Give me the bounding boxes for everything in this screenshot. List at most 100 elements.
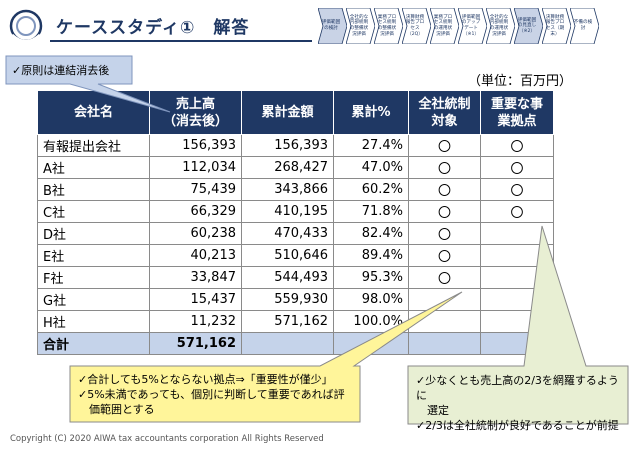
process-step-4: 決算財務報告プロセス（2Q） (402, 8, 431, 44)
cell-cum-pct: 95.3% (333, 266, 409, 289)
company-logo (9, 9, 43, 43)
cell-sales: 112,034 (149, 156, 242, 179)
cell-cum-pct: 27.4% (333, 134, 409, 157)
cell-company: E社 (37, 244, 150, 267)
process-step-label: 業務プロセス統制の整備状況評価 (377, 14, 397, 37)
cell-company: B社 (37, 178, 150, 201)
cell-key-location: 〇 (480, 134, 554, 157)
unit-label: （単位：百万円） (468, 74, 573, 89)
cell-entity-control: 〇 (408, 156, 481, 179)
table-row: D社 60,238 470,433 82.4% 〇 (37, 222, 554, 245)
cell-company: F社 (37, 266, 150, 289)
title-underline (50, 40, 312, 42)
process-step-label: 決算財務報告プロセス（期末） (545, 14, 565, 37)
process-step-3: 業務プロセス統制の整備状況評価 (374, 8, 403, 44)
cell-entity-control: 〇 (408, 244, 481, 267)
cell-entity-control (408, 288, 481, 311)
process-step-2: 全社的な内部統制の整備状況評価 (346, 8, 375, 44)
process-step-label: 全社的な内部統制の運用状況評価 (489, 14, 509, 37)
cell-cumulative: 156,393 (241, 134, 334, 157)
process-step-chevron (570, 8, 599, 44)
cell-company: C社 (37, 200, 150, 223)
cell-cumulative: 470,433 (241, 222, 334, 245)
cell-sales: 40,213 (149, 244, 242, 267)
process-step-chevron (514, 8, 543, 44)
process-step-chevron (458, 8, 487, 44)
process-step-5: 業務プロセス統制の運用状況評価 (430, 8, 459, 44)
table-row: E社 40,213 510,646 89.4% 〇 (37, 244, 554, 267)
process-step-label: 不備の検討 (573, 20, 593, 31)
cell-company: A社 (37, 156, 150, 179)
cell-entity-control (408, 310, 481, 333)
process-step-chevron (346, 8, 375, 44)
callout-bottom-right-text: ✓少なくとも売上高の2/3を網羅するように 選定 ✓2/3は全社統制が良好である… (416, 374, 619, 432)
cell-entity-control: 〇 (408, 222, 481, 245)
cell-cumulative: 510,646 (241, 244, 334, 267)
cell-cum-pct: － (333, 332, 409, 355)
process-step-10: 不備の検討 (570, 8, 599, 44)
callout-top-text: ✓原則は連結消去後 (12, 64, 110, 77)
process-step-label: 決算財務報告プロセス（2Q） (405, 14, 425, 37)
col-header-cum-pct: 累計% (333, 90, 409, 135)
cell-sales: 33,847 (149, 266, 242, 289)
table-row: H社 11,232 571,162 100.0% (37, 310, 554, 333)
callout-bottom-left-text: ✓合計しても5%とならない拠点⇒「重要性が僅少」 ✓5%未満であっても、個別に判… (78, 373, 345, 416)
cell-cumulative: 559,930 (241, 288, 334, 311)
process-step-label: 全社的な内部統制の整備状況評価 (349, 14, 369, 37)
cell-sales: 66,329 (149, 200, 242, 223)
col-header-entity-control: 全社統制 対象 (408, 90, 481, 135)
cell-company: 合計 (37, 332, 150, 355)
col-header-company: 会社名 (37, 90, 150, 135)
cell-company: G社 (37, 288, 150, 311)
table-row: A社 112,034 268,427 47.0% 〇〇 (37, 156, 554, 179)
process-step-chevron (430, 8, 459, 44)
process-step-label: 評価範囲の検討 (321, 20, 341, 31)
cell-cum-pct: 60.2% (333, 178, 409, 201)
process-steps: 評価範囲の検討 全社的な内部統制の整備状況評価 業務プロセス統制の整備状況評価 決算財… (318, 8, 634, 44)
cell-cumulative: 571,162 (241, 310, 334, 333)
col-header-sales: 売上高 （消去後） (149, 90, 242, 135)
process-step-7: 全社的な内部統制の運用状況評価 (486, 8, 515, 44)
process-step-6: 評価範囲のアップデート（※1） (458, 8, 487, 44)
cell-sales: 11,232 (149, 310, 242, 333)
table-row: 有報提出会社 156,393 156,393 27.4% 〇〇 (37, 134, 554, 157)
cell-cum-pct: 47.0% (333, 156, 409, 179)
cell-cumulative: 410,195 (241, 200, 334, 223)
process-step-9: 決算財務報告プロセス（期末） (542, 8, 571, 44)
process-step-1: 評価範囲の検討 (318, 8, 347, 44)
cell-key-location: 〇 (480, 178, 554, 201)
cell-key-location: 〇 (480, 200, 554, 223)
sales-coverage-table: 会社名 売上高 （消去後） 累計金額 累計% 全社統制 対象 重要な事 業拠点 有報提… (37, 90, 554, 355)
copyright-footer: Copyright (C) 2020 AIWA tax accountants … (10, 434, 324, 444)
process-step-chevron (318, 8, 347, 44)
cell-cum-pct: 98.0% (333, 288, 409, 311)
table-row: G社 15,437 559,930 98.0% (37, 288, 554, 311)
process-step-label: 業務プロセス統制の運用状況評価 (433, 14, 453, 37)
cell-sales: 75,439 (149, 178, 242, 201)
cell-cum-pct: 89.4% (333, 244, 409, 267)
cell-sales: 156,393 (149, 134, 242, 157)
cell-sales: 15,437 (149, 288, 242, 311)
process-step-chevron (374, 8, 403, 44)
process-step-label: 評価範囲の見直し（※2） (517, 17, 537, 34)
cell-key-location (480, 244, 554, 267)
table-row: C社 66,329 410,195 71.8% 〇〇 (37, 200, 554, 223)
cell-key-location (480, 222, 554, 245)
cell-entity-control: 〇 (408, 266, 481, 289)
cell-company: 有報提出会社 (37, 134, 150, 157)
cell-company: H社 (37, 310, 150, 333)
col-header-key-location: 重要な事 業拠点 (480, 90, 554, 135)
process-step-chevron (542, 8, 571, 44)
cell-cum-pct: 100.0% (333, 310, 409, 333)
cell-key-location (480, 310, 554, 333)
cell-key-location (480, 266, 554, 289)
cell-cumulative: 268,427 (241, 156, 334, 179)
cell-key-location (480, 288, 554, 311)
cell-entity-control: 〇 (408, 200, 481, 223)
cell-entity-control (408, 332, 481, 355)
process-step-chevron (402, 8, 431, 44)
page-title: ケーススタディ① 解答 (56, 18, 250, 38)
cell-sales: 60,238 (149, 222, 242, 245)
process-step-label: 評価範囲のアップデート（※1） (461, 14, 481, 37)
total-row: 合計 571,162 － (37, 332, 554, 355)
